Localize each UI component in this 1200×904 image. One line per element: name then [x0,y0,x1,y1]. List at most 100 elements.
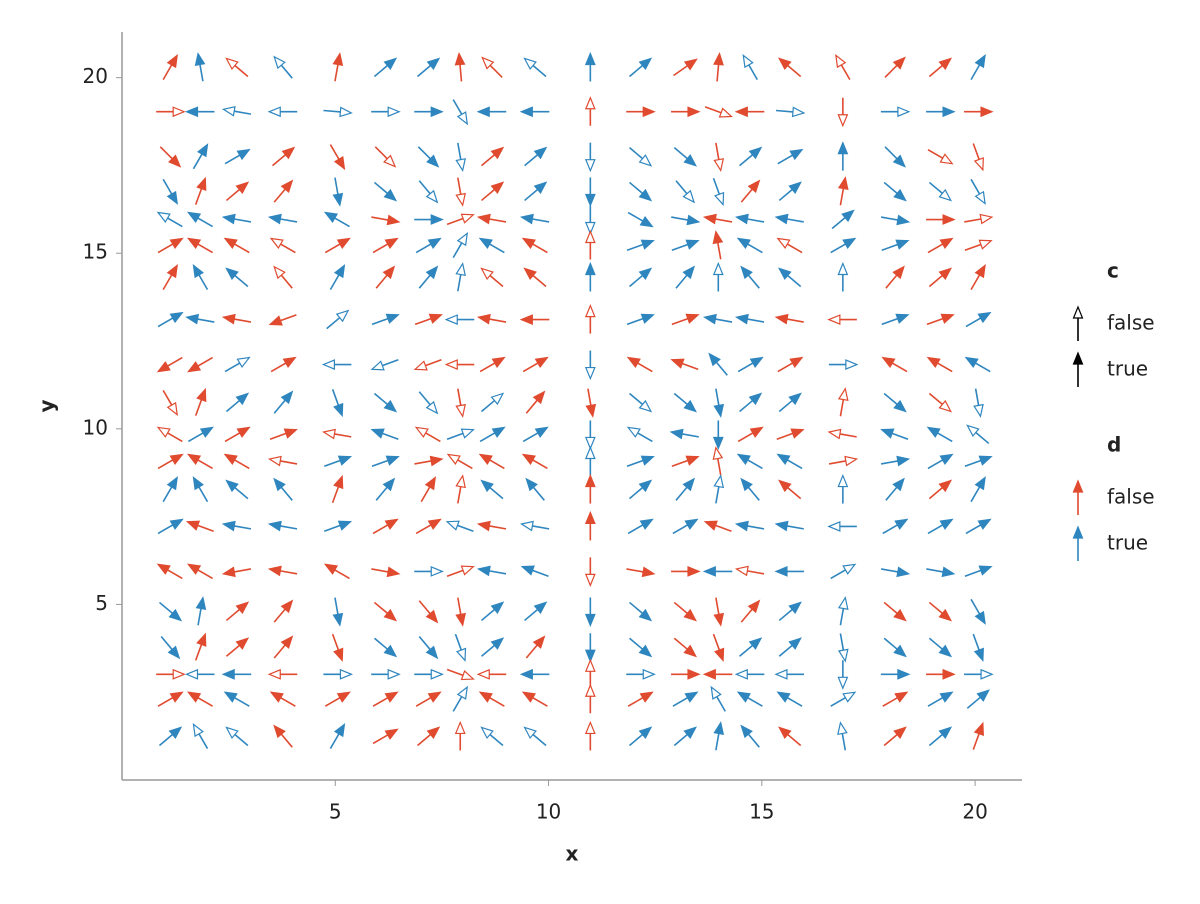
arrow-shaft [884,146,898,160]
arrow [584,683,596,714]
arrow-head [383,57,398,71]
arrow-shaft [715,524,732,532]
arrow [629,601,653,622]
arrow [882,518,909,535]
arrow-shaft [224,154,241,165]
arrow [415,237,442,254]
arrow-shaft [626,568,644,573]
arrow-shaft [162,178,173,195]
arrow-shaft [673,65,688,77]
arrow-head [748,146,763,160]
arrow [885,265,905,289]
arrow-head [584,436,596,451]
arrow-shaft [715,218,733,223]
arrow-head [713,474,725,489]
arrow-head [979,213,994,225]
arrow [880,566,911,578]
arrow-head [939,691,954,703]
arrow-shaft [883,601,898,614]
arrow [373,57,398,78]
arrow [880,214,911,226]
arrow [375,477,396,501]
arrow-shaft [280,570,298,575]
arrow [417,146,440,168]
arrow-head [460,213,475,224]
arrow [221,520,252,532]
arrow-head [734,213,749,225]
arrow [927,148,954,165]
arrow-head [384,691,399,703]
arrow [523,726,547,747]
arrow-head [584,649,596,663]
arrow [414,106,444,118]
arrow [420,476,437,503]
arrow-head [268,315,283,326]
arrow [221,566,252,578]
arrow [703,520,732,532]
arrow [584,350,596,381]
arrow-head [778,57,792,71]
arrow-head [789,356,804,369]
arrow [626,566,656,578]
arrow [928,267,953,288]
arrow-shaft [524,188,539,202]
arrow-head [1072,305,1084,319]
arrow-shaft [334,433,352,438]
arrow [223,237,250,254]
arrow-head [584,473,596,488]
arrow [837,596,849,626]
arrow [926,106,956,118]
arrow [225,181,250,202]
arrow-head [683,726,697,740]
arrow-head [638,154,653,167]
arrow-shaft [671,459,689,468]
arrow-head [980,668,994,680]
arrow [414,214,444,225]
arrow [778,181,802,202]
arrow-head [425,645,439,660]
arrow-shaft [269,432,287,440]
arrow-head [880,428,895,439]
arrow [223,453,250,470]
arrow [972,633,984,662]
arrow-head [476,668,490,680]
arrow-head [974,53,986,69]
arrow-head [747,599,761,614]
arrow-head [837,387,849,402]
arrow-shaft [673,147,688,160]
arrow-shaft [372,243,389,254]
arrow [702,313,733,325]
arrow [739,392,763,413]
arrow [418,391,439,415]
arrow-head [895,313,910,324]
arrow-shaft [480,154,496,167]
arrow [669,428,699,440]
arrow-head [736,691,751,703]
arrow-head [184,668,199,680]
arrow-head [384,728,399,740]
arrow-shaft [194,188,203,205]
arrow-shaft [197,243,214,254]
arrow [584,633,596,663]
arrow-head [974,190,986,205]
arrow-head [519,520,534,532]
arrow-shaft [928,487,943,500]
arrow-head [525,477,538,492]
arrow-head [387,668,401,680]
arrow [273,477,293,501]
arrow [837,387,849,417]
arrow-head [455,262,466,277]
arrow-head [267,565,282,577]
arrow [371,106,401,118]
arrow-shaft [715,361,728,376]
arrow-shaft [417,146,431,160]
arrow-head [702,313,717,325]
arrow [372,691,399,707]
arrow [478,237,505,254]
arrow-shaft [452,242,463,259]
arrow-head [460,670,475,681]
arrow [964,356,991,373]
arrow-head [837,473,849,488]
arrow-head [446,453,461,465]
arrow [446,668,475,681]
